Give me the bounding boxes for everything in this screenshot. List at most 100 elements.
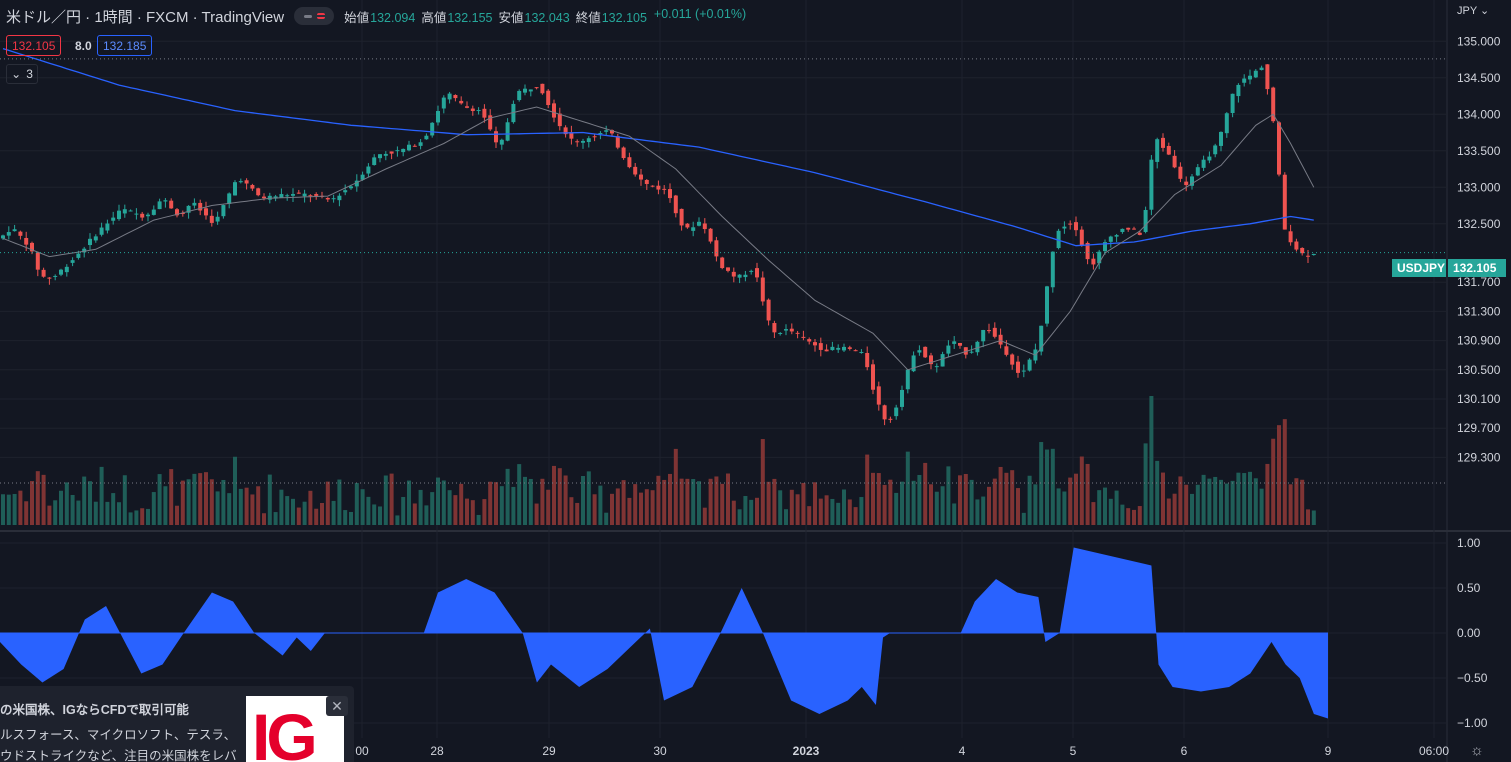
volume-bar [784,509,788,525]
volume-bar [395,515,400,525]
volume-bar [523,476,527,525]
volume-bar [557,468,562,525]
price-tag[interactable]: 132.105 [6,35,62,56]
price-tick-label: 130.900 [1457,334,1501,348]
candle-body [934,366,939,368]
volume-bar [221,479,226,525]
volume-bar [360,489,365,525]
candle-body [122,209,127,214]
candle-body [53,275,58,277]
volume-bar [615,488,620,525]
candle-body [865,352,870,368]
currency-selector[interactable]: JPY ⌄ [1457,5,1490,17]
volume-bar [540,478,545,525]
volume-bar [1074,473,1078,525]
candle-body [209,215,214,223]
candle-body [1219,131,1223,146]
candle-body [111,217,116,221]
volume-bar [1224,483,1229,525]
volume-bar [998,466,1003,525]
volume-bar [186,479,191,525]
volume-bar [1242,473,1247,525]
candle-body [238,181,243,183]
ad-banner[interactable]: の米国株、IGならCFDで取引可能 ルスフォース、マイクロソフト、テスラ、 ウド… [0,686,354,762]
candle-body [1114,235,1119,237]
close-icon[interactable]: ✕ [326,696,348,716]
candle-body [436,111,440,123]
gear-icon[interactable]: ☼ [1470,742,1484,759]
volume-bar [905,451,910,525]
candle-body [702,223,707,230]
price-tick-label: 133.000 [1457,180,1501,194]
candle-body [900,389,904,407]
volume-bar [778,490,783,525]
candle-body [279,194,284,198]
volume-bar [12,493,17,525]
volume-bar [30,481,34,525]
volume-bar [122,475,127,525]
time-axis[interactable]: 00 28 29 30 2023 4 5 6 9 06:00 [355,744,1449,758]
volume-bar [1265,463,1270,525]
volume-bar [151,492,156,525]
candle-body [325,198,330,200]
candle-body [1242,78,1247,83]
candle-body [929,355,933,365]
candle-body [59,269,63,275]
time-tick-label: 30 [653,744,667,758]
volume-bar [586,471,591,525]
candle-body [389,151,394,154]
candle-body [905,369,910,390]
candle-body [679,208,684,226]
candle-body [546,90,551,106]
candle-body [1097,251,1102,264]
candle-body [1108,236,1113,242]
volume-bar [592,494,597,525]
volume-bar [633,484,638,525]
volume-bar [882,484,887,525]
ma-value-tag[interactable]: 132.185 [97,35,153,56]
osc-tick-label: 0.50 [1457,581,1481,595]
price-tick-label: 130.100 [1457,392,1501,406]
candle-body [1265,64,1270,90]
price-axis[interactable]: 135.000 134.500 134.000 133.500 133.000 132.5… [1457,34,1501,730]
candle-body [952,341,957,344]
volume-bar [743,496,748,525]
volume-bar [192,473,197,525]
candle-body [296,192,301,194]
volume-bar [830,498,835,525]
candle-body [267,195,272,200]
volume-bar [755,497,759,525]
candle-body [592,136,597,138]
indicators-collapse-button[interactable]: ⌄ 3 [6,64,38,84]
volume-bar [453,495,458,525]
volume-bar [627,497,632,525]
candle-body [668,189,672,199]
visibility-toggle[interactable] [294,7,335,25]
candle-body [534,87,539,89]
candle-body [227,193,232,204]
candle-body [76,253,81,258]
candle-body [198,202,203,211]
ohlc-change: +0.011 (+0.01%) [653,6,747,21]
candle-body [755,268,759,278]
time-tick-label: 6 [1181,744,1188,758]
candle-body [157,201,162,210]
candle-body [99,227,104,235]
candle-body [714,240,719,257]
candle-body [1166,145,1171,155]
candle-body [876,386,881,405]
candle-body [499,139,504,145]
price-tick-label: 133.500 [1457,144,1501,158]
volume-bar [424,505,429,525]
candle-body [523,88,527,93]
volume-bar [354,483,359,525]
volume-bar [1253,478,1258,525]
symbol-title[interactable]: 米ドル／円 · 1時間 · FXCM · TradingView [6,8,285,26]
volume-bar [552,465,556,525]
volume-bar [76,500,81,525]
candle-body [1253,70,1258,78]
price-tick-label: 135.000 [1457,34,1501,48]
volume-bar [731,500,736,525]
volume-bar [772,478,777,525]
